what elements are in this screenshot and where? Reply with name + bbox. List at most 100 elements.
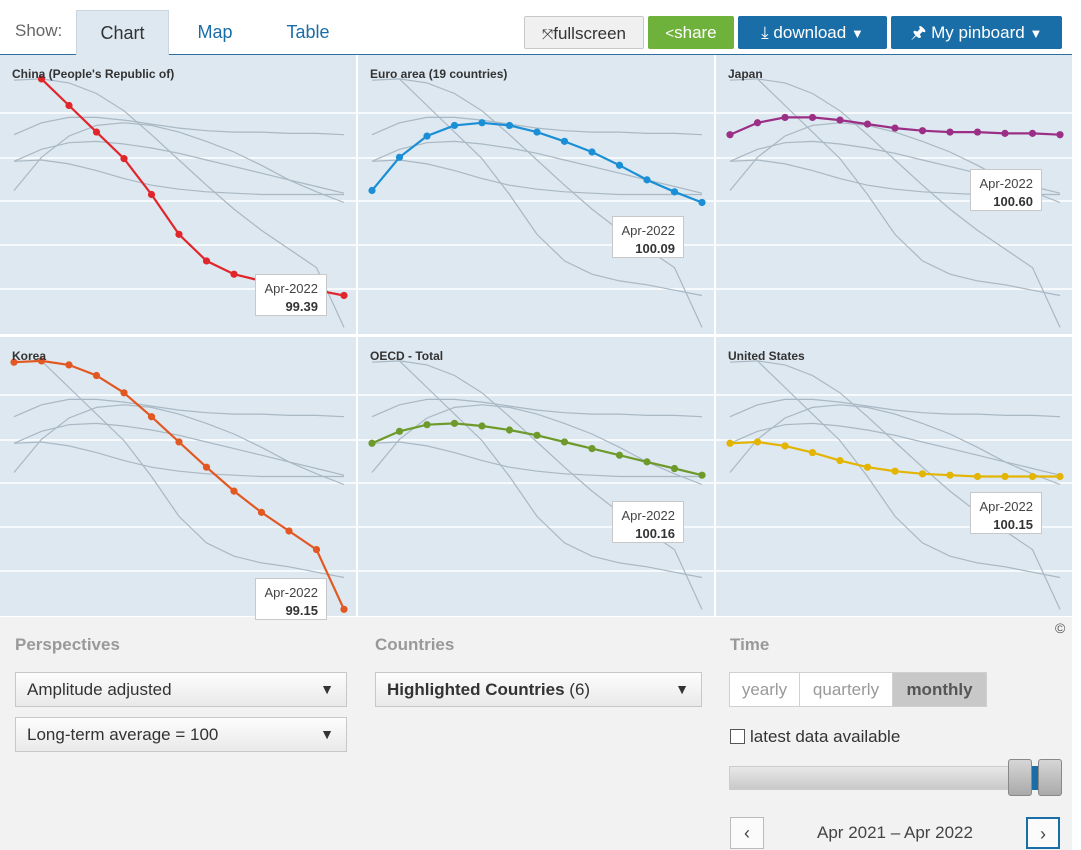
data-point[interactable]	[1056, 472, 1064, 481]
data-point[interactable]	[478, 422, 486, 430]
data-point[interactable]	[368, 439, 376, 447]
data-point[interactable]	[450, 121, 459, 130]
data-point[interactable]	[202, 463, 211, 471]
pinboard-button[interactable]: 🖈 My pinboard ▼	[891, 16, 1062, 49]
data-point[interactable]	[533, 128, 541, 136]
data-point[interactable]	[423, 132, 431, 140]
data-point[interactable]	[891, 124, 899, 132]
tab-chart[interactable]: Chart	[76, 10, 169, 56]
time-monthly[interactable]: monthly	[892, 672, 987, 707]
data-point[interactable]	[505, 426, 514, 434]
data-point[interactable]	[670, 188, 679, 196]
tab-map[interactable]: Map	[197, 22, 233, 42]
countries-select[interactable]: Highlighted Countries (6) ▼	[375, 672, 702, 707]
data-point[interactable]	[808, 113, 817, 122]
data-point[interactable]	[891, 467, 899, 475]
next-period-button[interactable]: ›	[1026, 817, 1060, 849]
chart-panel[interactable]: Korea	[0, 337, 356, 616]
data-point[interactable]	[698, 198, 706, 207]
data-point[interactable]	[643, 176, 651, 184]
data-point[interactable]	[808, 448, 817, 457]
chart-panel[interactable]: China (People's Republic of)	[0, 55, 356, 334]
data-point[interactable]	[312, 545, 321, 554]
data-point[interactable]	[560, 438, 569, 446]
prev-period-button[interactable]: ‹	[730, 817, 764, 849]
tab-table[interactable]: Table	[286, 22, 330, 42]
data-point[interactable]	[230, 487, 238, 495]
data-point[interactable]	[65, 101, 73, 110]
share-button[interactable]: <share	[648, 16, 734, 49]
data-point[interactable]	[340, 291, 348, 300]
data-point[interactable]	[1028, 129, 1037, 137]
time-slider-track[interactable]	[729, 766, 1061, 790]
data-point[interactable]	[863, 120, 872, 128]
latest-data-checkbox[interactable]	[730, 729, 745, 744]
data-point[interactable]	[37, 75, 46, 83]
data-point[interactable]	[781, 113, 789, 122]
data-point[interactable]	[340, 605, 348, 613]
data-point[interactable]	[588, 148, 596, 156]
data-point[interactable]	[643, 458, 651, 466]
data-point[interactable]	[175, 438, 183, 446]
data-point[interactable]	[175, 230, 183, 238]
data-point[interactable]	[560, 137, 569, 145]
data-point[interactable]	[423, 421, 431, 429]
data-point[interactable]	[726, 439, 734, 447]
data-point[interactable]	[918, 127, 927, 135]
data-point[interactable]	[120, 389, 128, 397]
data-point[interactable]	[615, 161, 624, 169]
data-point[interactable]	[863, 463, 872, 471]
data-point[interactable]	[120, 155, 128, 163]
time-slider-start-handle[interactable]	[1008, 759, 1032, 796]
data-point[interactable]	[698, 471, 706, 479]
data-point[interactable]	[753, 438, 762, 446]
data-point[interactable]	[533, 431, 541, 439]
copyright-icon: ©	[1055, 620, 1066, 636]
data-point[interactable]	[10, 358, 18, 366]
data-point[interactable]	[946, 471, 954, 479]
time-slider-end-handle[interactable]	[1038, 759, 1062, 796]
download-button[interactable]: ⤓ download ▼	[738, 16, 887, 49]
data-point[interactable]	[836, 456, 844, 465]
data-point[interactable]	[588, 445, 596, 453]
data-point[interactable]	[285, 527, 293, 535]
chart-panel[interactable]: United States	[716, 337, 1072, 616]
data-point[interactable]	[368, 186, 376, 195]
data-point[interactable]	[65, 361, 73, 369]
data-point[interactable]	[395, 153, 404, 161]
data-point[interactable]	[1001, 472, 1009, 481]
chart-panel[interactable]: Euro area (19 countries)	[358, 55, 714, 334]
data-point[interactable]	[973, 128, 982, 136]
data-point[interactable]	[450, 419, 459, 427]
data-point[interactable]	[670, 464, 679, 473]
data-point[interactable]	[753, 119, 762, 127]
data-point[interactable]	[230, 270, 238, 278]
data-point[interactable]	[92, 371, 101, 380]
data-point[interactable]	[147, 190, 156, 199]
data-point[interactable]	[505, 121, 514, 130]
data-point[interactable]	[1028, 472, 1037, 481]
baseline-select[interactable]: Long-term average = 100 ▼	[15, 717, 347, 752]
fullscreen-button[interactable]: ⤧fullscreen	[524, 16, 644, 49]
data-point[interactable]	[1001, 129, 1009, 137]
data-point[interactable]	[478, 119, 486, 127]
tooltip-value: 100.09	[635, 241, 675, 256]
data-point[interactable]	[946, 128, 954, 136]
data-point[interactable]	[615, 451, 624, 459]
data-point[interactable]	[395, 427, 404, 435]
data-point[interactable]	[202, 257, 211, 265]
data-point[interactable]	[147, 413, 156, 421]
data-point[interactable]	[257, 508, 266, 516]
data-point[interactable]	[726, 131, 734, 139]
time-quarterly[interactable]: quarterly	[799, 672, 893, 707]
chart-panel[interactable]: OECD - Total	[358, 337, 714, 616]
data-point[interactable]	[92, 128, 101, 136]
data-point[interactable]	[918, 470, 927, 478]
data-point[interactable]	[836, 116, 844, 124]
data-point[interactable]	[781, 442, 789, 450]
perspective-select[interactable]: Amplitude adjusted ▼	[15, 672, 347, 707]
data-point[interactable]	[973, 472, 982, 481]
time-yearly[interactable]: yearly	[729, 672, 800, 707]
data-point[interactable]	[1056, 131, 1064, 139]
data-point[interactable]	[37, 357, 46, 365]
